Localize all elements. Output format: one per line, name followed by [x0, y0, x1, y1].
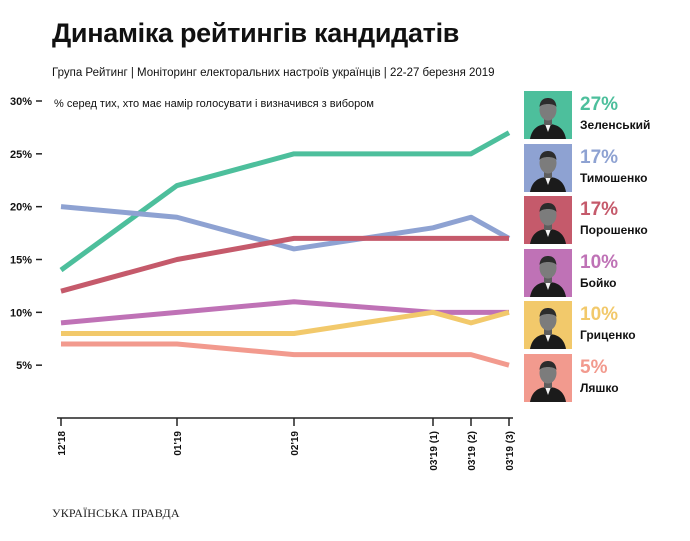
- y-tick-label: 30%: [10, 96, 32, 108]
- candidate-portrait: [524, 353, 572, 402]
- legend-name: Гриценко: [580, 328, 636, 342]
- publisher-logo: УКРАЇНСЬКА ПРАВДА: [52, 506, 180, 520]
- y-tick-label: 20%: [10, 202, 32, 214]
- y-tick-label: 25%: [10, 149, 32, 161]
- legend-value: 17%: [580, 199, 619, 220]
- x-tick-label: 12'18: [57, 431, 68, 456]
- x-axis: 12'18 01'19 02'19 03'19 (1) 03'19 (2) 03'19 (…: [57, 417, 516, 471]
- y-axis: 5% 10% 15% 20% 25% 30%: [10, 96, 42, 372]
- legend-item: 27% Зеленський: [524, 91, 684, 139]
- legend-value: 27%: [580, 94, 619, 115]
- x-tick-label: 03'19 (1): [429, 431, 440, 471]
- y-tick-label: 5%: [16, 360, 32, 372]
- series-line-2: [60, 204, 511, 252]
- legend-name: Зеленський: [580, 118, 651, 132]
- candidate-portrait: [524, 196, 572, 244]
- line-chart: 5% 10% 15% 20% 25% 30% 12'18 01'19 02'19 03'19 (…: [10, 96, 516, 471]
- x-tick-label: 03'19 (3): [505, 431, 516, 471]
- chart-subtitle: Група Рейтинг | Моніторинг електоральних…: [52, 67, 495, 79]
- legend-item: 10% Бойко: [524, 248, 684, 297]
- legend-item: 5% Ляшко: [524, 353, 684, 402]
- candidate-portrait: [524, 91, 572, 139]
- chart-annotation: % серед тих, хто має намір голосувати і …: [54, 98, 374, 110]
- x-tick-label: 03'19 (2): [467, 431, 478, 471]
- candidate-portrait: [524, 143, 572, 192]
- series-line-4: [60, 299, 509, 326]
- y-tick-label: 15%: [10, 255, 32, 267]
- x-tick-label: 02'19: [290, 431, 301, 456]
- legend-item: 17% Тимошенко: [524, 143, 684, 192]
- series-line-6: [61, 341, 510, 368]
- legend-name: Бойко: [580, 275, 617, 290]
- series-line-3: [60, 235, 509, 294]
- series-line-1: [59, 130, 511, 273]
- chart-title: Динаміка рейтингів кандидатів: [52, 18, 460, 48]
- legend-item: 10% Гриценко: [524, 301, 684, 349]
- legend-name: Порошенко: [580, 223, 648, 237]
- series-line-5: [61, 309, 510, 336]
- legend-name: Ляшко: [580, 380, 619, 395]
- y-tick-label: 10%: [10, 307, 32, 319]
- legend-name: Тимошенко: [580, 170, 648, 185]
- legend-value: 10%: [580, 304, 619, 325]
- x-tick-label: 01'19: [173, 431, 184, 456]
- series-lines: [59, 130, 511, 368]
- legend-value: 17%: [580, 146, 619, 168]
- legend-value: 5%: [580, 356, 608, 378]
- candidate-portrait: [524, 248, 572, 297]
- legend-item: 17% Порошенко: [524, 196, 684, 244]
- legend-value: 10%: [580, 251, 619, 273]
- candidate-portrait: [524, 301, 572, 349]
